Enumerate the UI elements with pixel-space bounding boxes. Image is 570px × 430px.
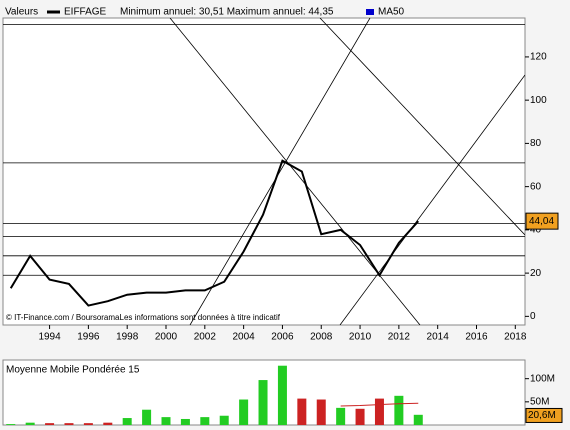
volume-bar [45, 423, 55, 425]
y-tick-label: 20 [530, 268, 542, 279]
y-tick-label: 40 [530, 225, 542, 236]
volume-bar [25, 422, 35, 425]
legend-item: EIFFAGE [64, 7, 107, 18]
y-tick-label: 50M [530, 396, 549, 407]
y-tick-label: 100 [530, 95, 547, 106]
x-tick-label: 2010 [349, 332, 372, 343]
stats: Minimum annuel: 30,51 Maximum annuel: 44… [120, 7, 334, 18]
volume-bar [258, 380, 268, 425]
x-tick-label: 2000 [155, 332, 178, 343]
x-tick-label: 1996 [77, 332, 100, 343]
ma-line [340, 402, 419, 407]
last-price-label: 44,04 [529, 216, 554, 227]
volume-bar [297, 398, 307, 425]
legend-item: MA50 [378, 7, 405, 18]
volume-bar [219, 415, 229, 425]
y-tick-label: 80 [530, 138, 542, 149]
y-tick-label: 60 [530, 181, 542, 192]
last-volume-label: 20,6M [528, 410, 556, 421]
x-tick-label: 2006 [271, 332, 294, 343]
y-tick-label: 120 [530, 52, 547, 63]
legend-swatch [366, 9, 374, 15]
volume-bar [239, 399, 249, 425]
volume-bar [336, 407, 346, 425]
legend-label: Valeurs [5, 7, 38, 18]
copyright: © IT-Finance.com / BoursoramaLes informa… [6, 313, 281, 322]
volume-bar [161, 417, 171, 425]
x-tick-label: 2004 [232, 332, 255, 343]
x-tick-label: 1994 [38, 332, 61, 343]
x-tick-label: 2014 [427, 332, 450, 343]
x-tick-label: 2018 [504, 332, 527, 343]
volume-title: Moyenne Mobile Pondérée 15 [6, 365, 140, 376]
volume-bar [413, 414, 423, 425]
volume-bar [316, 399, 326, 425]
volume-bar [103, 422, 113, 425]
x-tick-label: 2016 [465, 332, 488, 343]
trend-lines [169, 18, 525, 325]
x-tick-label: 2012 [388, 332, 411, 343]
volume-bar [83, 423, 93, 425]
y-tick-label: 100M [530, 373, 555, 384]
price-panel [2, 17, 526, 326]
last-price-box [525, 212, 559, 230]
x-tick-label: 2008 [310, 332, 333, 343]
y-tick-label: 0 [530, 311, 536, 322]
volume-bar [277, 365, 287, 425]
volume-bar [142, 409, 152, 425]
volume-bar [394, 395, 404, 425]
volume-bar [355, 408, 365, 425]
volume-bar [122, 418, 132, 425]
volume-bar [180, 418, 190, 425]
last-volume-box [525, 407, 563, 423]
volume-bar [6, 424, 16, 425]
price-line [9, 159, 420, 307]
volume-bar [374, 398, 384, 425]
x-tick-label: 2002 [194, 332, 217, 343]
volume-bar [200, 417, 210, 425]
x-tick-label: 1998 [116, 332, 139, 343]
volume-bar [64, 423, 74, 425]
